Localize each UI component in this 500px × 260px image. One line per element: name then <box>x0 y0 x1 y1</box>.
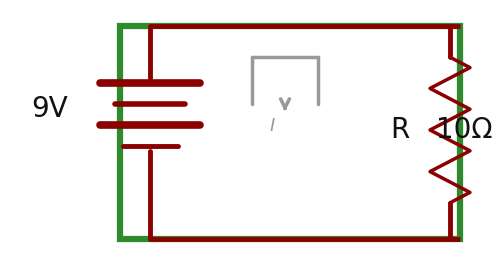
Bar <box>120 26 460 239</box>
Text: I: I <box>270 117 275 135</box>
Text: R: R <box>390 116 409 144</box>
Text: 10Ω: 10Ω <box>436 116 492 144</box>
Text: 9V: 9V <box>32 95 68 123</box>
